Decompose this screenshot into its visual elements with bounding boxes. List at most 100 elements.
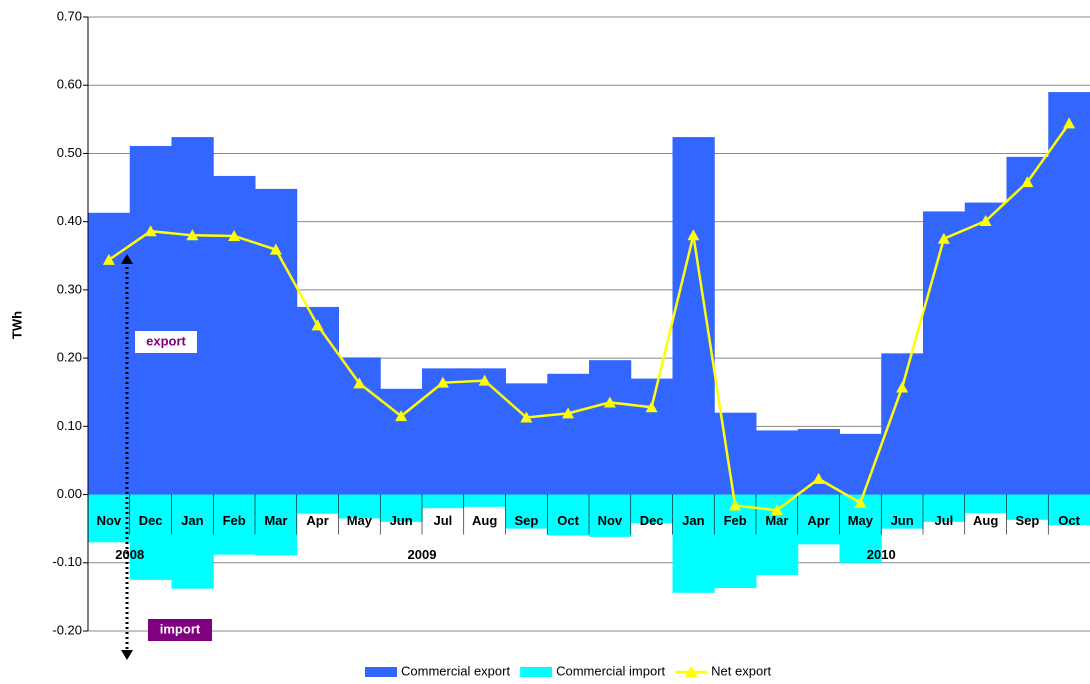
x-tick-label: Apr xyxy=(807,513,829,528)
bar xyxy=(171,494,214,589)
bar xyxy=(714,412,757,495)
year-label: 2010 xyxy=(867,547,896,562)
bar xyxy=(1006,156,1049,495)
bar xyxy=(1048,494,1090,526)
marker xyxy=(436,376,449,388)
year-label: 2009 xyxy=(408,547,437,562)
legend-label: Commercial import xyxy=(556,663,665,678)
marker xyxy=(812,472,825,484)
x-tick-label: Feb xyxy=(223,513,246,528)
y-tick-label: -0.20 xyxy=(52,622,82,637)
x-tick-label: Aug xyxy=(472,513,497,528)
bar xyxy=(672,137,715,495)
x-tick-label: Apr xyxy=(306,513,328,528)
marker xyxy=(1021,176,1034,188)
x-tick-label: Dec xyxy=(139,513,163,528)
marker xyxy=(269,243,282,255)
marker xyxy=(937,232,950,244)
bar xyxy=(255,494,298,556)
bar xyxy=(797,429,840,495)
marker xyxy=(854,496,867,508)
marker xyxy=(186,229,199,241)
marker xyxy=(1063,117,1076,129)
bar xyxy=(463,368,506,495)
bar xyxy=(380,494,423,522)
y-tick-label: 0.40 xyxy=(57,213,82,228)
bar xyxy=(797,494,840,545)
x-tick-label: Jul xyxy=(433,513,452,528)
year-label: 2008 xyxy=(115,547,144,562)
x-tick-label: Sep xyxy=(1015,513,1039,528)
x-tick-label: Oct xyxy=(1058,513,1080,528)
x-tick-label: Jan xyxy=(682,513,704,528)
legend-swatch xyxy=(520,667,553,677)
marker xyxy=(520,411,533,423)
bar xyxy=(255,188,298,495)
legend-marker xyxy=(685,666,698,677)
bar xyxy=(756,430,799,495)
marker xyxy=(729,499,742,511)
x-tick-label: Jul xyxy=(934,513,953,528)
marker xyxy=(896,381,909,393)
x-tick-label: Mar xyxy=(264,513,287,528)
bar xyxy=(589,360,632,495)
bar xyxy=(338,494,381,519)
marker xyxy=(687,229,700,241)
bar xyxy=(505,383,548,495)
y-tick-label: -0.10 xyxy=(52,554,82,569)
bar xyxy=(1048,92,1090,495)
marker xyxy=(144,225,157,237)
legend-swatch xyxy=(365,667,397,677)
annotation-box xyxy=(148,619,212,641)
bar xyxy=(296,494,339,514)
bar xyxy=(964,202,1007,495)
arrow-head xyxy=(121,650,133,660)
x-tick-label: Mar xyxy=(765,513,788,528)
marker xyxy=(228,229,241,241)
x-tick-label: May xyxy=(347,513,373,528)
x-tick-label: Aug xyxy=(973,513,998,528)
x-tick-label: Feb xyxy=(724,513,747,528)
marker xyxy=(562,407,575,419)
legend-label: Commercial export xyxy=(401,663,510,678)
bar xyxy=(547,494,590,536)
x-tick-label: Jun xyxy=(390,513,413,528)
y-axis-label: TWh xyxy=(9,311,24,339)
marker xyxy=(770,504,783,516)
bar xyxy=(422,368,465,495)
legend-label: Net export xyxy=(711,663,771,678)
x-tick-label: Oct xyxy=(557,513,579,528)
x-tick-label: Dec xyxy=(640,513,664,528)
bar xyxy=(171,137,214,495)
x-tick-label: Jan xyxy=(181,513,203,528)
line xyxy=(108,122,1071,512)
annotation-box xyxy=(135,331,197,353)
x-tick-label: May xyxy=(848,513,874,528)
y-tick-label: 0.60 xyxy=(57,77,82,92)
bar xyxy=(88,494,131,543)
marker xyxy=(311,319,324,331)
y-tick-label: 0.50 xyxy=(57,145,82,160)
y-tick-label: 0.20 xyxy=(57,350,82,365)
x-tick-label: Nov xyxy=(598,513,623,528)
y-tick-label: 0.30 xyxy=(57,281,82,296)
bar xyxy=(630,378,673,495)
bar xyxy=(923,494,966,522)
bar xyxy=(672,494,715,593)
bar xyxy=(881,494,924,529)
arrow-head xyxy=(121,254,133,264)
bar xyxy=(296,306,339,495)
marker xyxy=(395,410,408,422)
marker xyxy=(478,374,491,386)
marker xyxy=(979,214,992,226)
bar xyxy=(422,494,465,509)
x-tick-label: Nov xyxy=(97,513,122,528)
bar xyxy=(129,145,172,495)
y-tick-label: 0.10 xyxy=(57,418,82,433)
marker xyxy=(645,401,658,413)
x-tick-label: Sep xyxy=(514,513,538,528)
bar xyxy=(463,494,506,507)
marker xyxy=(353,377,366,389)
marker xyxy=(603,396,616,408)
